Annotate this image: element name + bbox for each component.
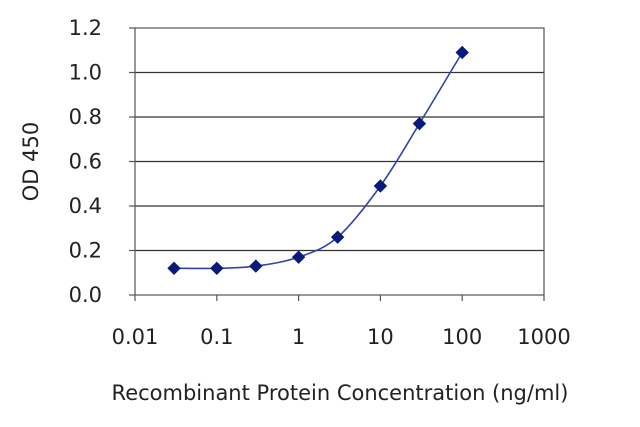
x-axis-ticks: 0.01 0.1 1 10 100 1000 — [112, 295, 571, 349]
data-point-4 — [330, 230, 345, 244]
y-axis-ticks: 0.0 0.2 0.4 0.6 0.8 1.0 1.2 — [69, 16, 135, 307]
data-point-7 — [455, 45, 469, 60]
gridlines — [135, 71, 544, 252]
data-point-0 — [167, 261, 181, 276]
data-point-5 — [373, 179, 388, 193]
data-points — [167, 45, 469, 276]
x-tick-label-5: 1000 — [517, 325, 570, 349]
y-tick-label-1: 0.2 — [69, 239, 102, 263]
x-tick-label-3: 10 — [367, 325, 394, 349]
x-axis-label: Recombinant Protein Concentration (ng/ml… — [112, 381, 569, 405]
series-line — [174, 52, 463, 270]
data-point-2 — [249, 259, 263, 273]
x-tick-label-4: 100 — [442, 325, 482, 349]
data-point-6 — [412, 116, 427, 131]
x-tick-label-1: 0.1 — [200, 325, 233, 349]
x-tick-label-2: 1 — [292, 325, 305, 349]
data-point-3 — [291, 250, 306, 264]
y-tick-label-4: 0.8 — [69, 105, 102, 129]
y-tick-label-6: 1.2 — [69, 16, 102, 40]
y-tick-label-3: 0.6 — [69, 150, 102, 174]
data-point-1 — [210, 261, 224, 276]
x-tick-label-0: 0.01 — [112, 325, 159, 349]
y-tick-label-5: 1.0 — [69, 61, 102, 85]
y-tick-label-2: 0.4 — [69, 194, 102, 218]
y-tick-label-0: 0.0 — [69, 283, 102, 307]
y-axis-label: OD 450 — [19, 122, 43, 201]
